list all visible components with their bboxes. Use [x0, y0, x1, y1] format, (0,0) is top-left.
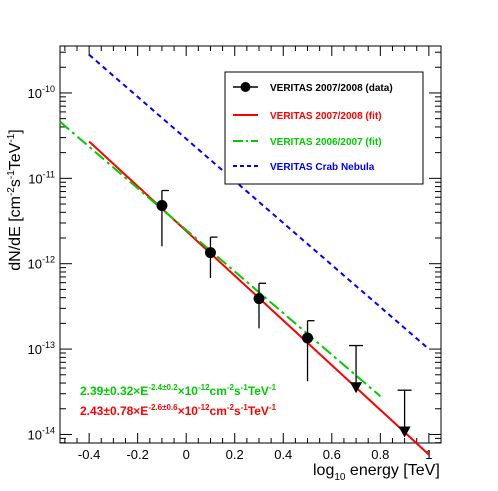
annotation-exponent: -2.4±0.2: [148, 383, 178, 392]
legend-label-fit-red: VERITAS 2007/2008 (fit): [270, 111, 382, 122]
annotation-text: TeV: [248, 404, 269, 418]
annotation-text: TeV: [248, 384, 269, 398]
axis-ticks: -0.4-0.200.20.40.60.8110-1010-1110-1210-…: [28, 46, 441, 462]
fit-annotation: 2.43±0.78×E-2.6±0.6×10-12cm-2s-1TeV-1: [80, 403, 277, 418]
data-point: [204, 247, 216, 259]
y-tick-exponent: -12: [42, 255, 55, 265]
data-points: [156, 189, 412, 438]
data-point: [253, 293, 265, 305]
legend: VERITAS 2007/2008 (data) VERITAS 2007/20…: [224, 71, 424, 185]
y-tick-base: 10: [28, 427, 42, 442]
annotation-exponent: -1: [241, 383, 249, 392]
legend-label-data: VERITAS 2007/2008 (data): [270, 83, 393, 94]
x-tick-label: 0.2: [226, 447, 244, 462]
y-tick-label: 10-13: [28, 340, 55, 357]
upper-limit-arrow: [398, 426, 411, 438]
x-tick-label: 0.4: [274, 447, 292, 462]
annotation-exponent: -1: [241, 403, 249, 412]
annotation-exponent: -2.6±0.6: [148, 403, 178, 412]
y-axis-label: dN/dE [cm-2s-1TeV-1]: [6, 129, 24, 270]
fit-annotation: 2.39±0.32×E-2.4±0.2×10-12cm-2s-1TeV-1: [80, 383, 277, 398]
annotation-text: cm: [210, 384, 227, 398]
annotation-exponent: -2: [227, 403, 235, 412]
y-tick-exponent: -10: [42, 84, 55, 94]
y-tick-exponent: -13: [42, 340, 55, 350]
fit-line-2006-2007: [59, 120, 381, 398]
y-tick-label: 10-14: [28, 425, 55, 442]
plot-frame: [59, 45, 442, 444]
x-tick-label: 0: [183, 447, 190, 462]
annotation-exponent: -1: [269, 383, 277, 392]
annotation-text: 2.43±0.78×E: [80, 404, 148, 418]
y-tick-label: 10-11: [28, 169, 55, 186]
annotation-exponent: -12: [198, 403, 210, 412]
data-point: [302, 332, 314, 344]
y-tick-base: 10: [28, 257, 42, 272]
annotation-text: ×10: [178, 404, 199, 418]
x-tick-label: -0.4: [78, 447, 100, 462]
annotation-text: 2.39±0.32×E: [80, 384, 148, 398]
y-tick-label: 10-10: [28, 84, 55, 101]
data-point: [156, 200, 168, 212]
annotation-text: cm: [210, 404, 227, 418]
y-tick-base: 10: [28, 342, 42, 357]
legend-label-crab: VERITAS Crab Nebula: [270, 162, 375, 173]
x-tick-label: 0.6: [323, 447, 341, 462]
legend-data-marker: [240, 82, 251, 92]
y-tick-exponent: -11: [43, 169, 55, 179]
annotation-text: s: [234, 404, 241, 418]
x-tick-label: -0.2: [126, 447, 148, 462]
y-tick-exponent: -14: [42, 425, 55, 435]
fit-annotations: 2.39±0.32×E-2.4±0.2×10-12cm-2s-1TeV-12.4…: [80, 383, 277, 418]
annotation-exponent: -2: [227, 383, 235, 392]
annotation-text: ×10: [178, 384, 199, 398]
crab-nebula-line: [88, 54, 430, 350]
annotation-text: s: [234, 384, 241, 398]
y-tick-base: 10: [28, 86, 42, 101]
x-axis-label: log10 energy [TeV]: [313, 462, 440, 483]
x-tick-label: 0.8: [371, 447, 389, 462]
y-tick-label: 10-12: [28, 255, 55, 272]
annotation-exponent: -1: [269, 403, 277, 412]
upper-limit-arrow: [350, 382, 363, 394]
legend-label-fit-green: VERITAS 2006/2007 (fit): [270, 137, 382, 148]
annotation-exponent: -12: [198, 383, 210, 392]
y-tick-base: 10: [28, 171, 42, 186]
